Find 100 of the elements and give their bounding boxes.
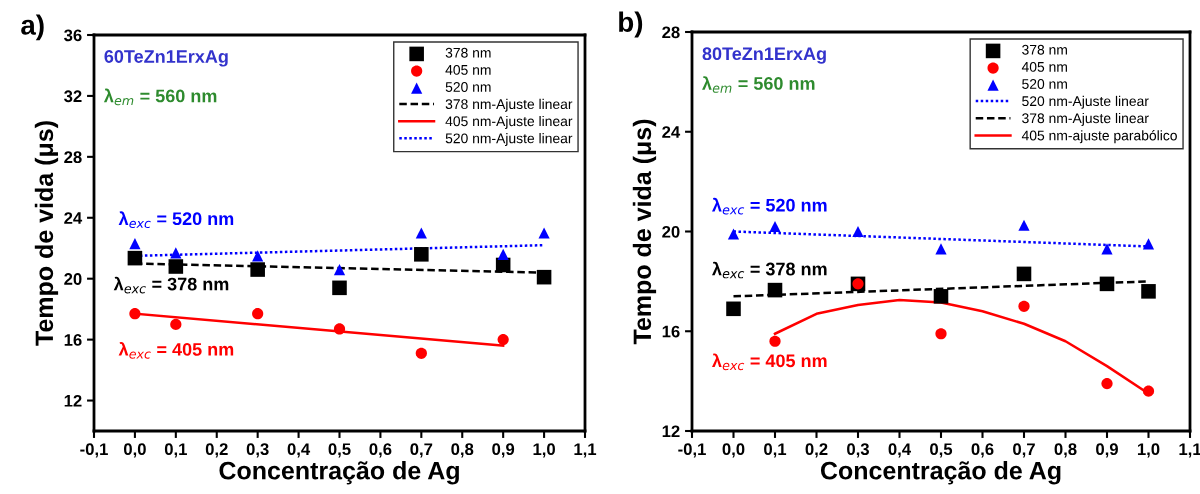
point	[1142, 238, 1155, 250]
y-tick-label: 32	[64, 90, 82, 103]
annotation: λ$_{exc}$ = 520 nm	[118, 211, 234, 229]
x-tick-label: 0,5	[328, 443, 351, 458]
point	[129, 308, 141, 320]
x-tick-label: 0,3	[847, 443, 869, 458]
point	[1141, 284, 1156, 299]
point	[935, 243, 947, 255]
point	[1142, 385, 1155, 397]
x-tick-label: 0,5	[930, 443, 953, 458]
point	[250, 262, 265, 277]
x-tick-label: 0,9	[1096, 443, 1118, 458]
x-tick-label: -0,1	[80, 443, 108, 458]
x-tick-label: 0,0	[722, 443, 745, 458]
y-tick-label: 24	[64, 212, 83, 224]
point	[727, 228, 740, 240]
y-tick-label: 24	[662, 126, 681, 138]
x-tick-label: -0,1	[678, 443, 706, 458]
legend-label: 378 nm-Ajuste linear	[445, 98, 573, 112]
legend-label: 520 nm-Ajuste linear	[1022, 95, 1149, 109]
point	[332, 280, 347, 296]
point	[1099, 276, 1115, 292]
y-axis-title: Tempo de vida (μs)	[34, 121, 59, 346]
point	[168, 259, 184, 274]
legend-label: 520 nm-Ajuste linear	[445, 133, 573, 147]
legend-label: 405 nm-ajuste parabólico	[1021, 130, 1177, 144]
legend-label: 520 nm	[1022, 79, 1067, 89]
annotation: λ$_{exc}$ = 520 nm	[712, 197, 827, 215]
point	[333, 263, 346, 276]
point	[852, 225, 864, 238]
point	[497, 334, 509, 346]
annotation: λ$_{exc}$ = 378 nm	[113, 276, 229, 294]
annotation: 80TeZn1ErxAg	[702, 47, 826, 64]
x-axis-title: Concentração de Ag	[219, 461, 459, 485]
y-tick-label: 16	[662, 325, 680, 338]
x-tick-label: 0,8	[451, 443, 474, 458]
x-tick-label: 1,0	[533, 443, 555, 458]
point	[769, 220, 781, 233]
annotation: λ$_{exc}$ = 405 nm	[118, 342, 234, 359]
point	[933, 289, 949, 304]
y-tick-label: 20	[662, 225, 680, 238]
annotation: λ$_{exc}$ = 405 nm	[712, 353, 827, 371]
x-tick-label: 0,0	[123, 443, 146, 458]
annotation: λ$_{em}$ = 560 nm	[103, 88, 217, 106]
annotation: 60TeZn1ErxAg	[104, 50, 228, 67]
y-tick-label: 36	[64, 29, 82, 42]
y-tick-label: 16	[64, 334, 82, 346]
y-axis-title: Tempo de vida (μs)	[632, 119, 657, 345]
point	[1101, 243, 1113, 255]
x-tick-label: 1,0	[1137, 443, 1160, 458]
x-tick-label: 0,3	[246, 443, 269, 458]
point	[170, 318, 182, 330]
x-tick-label: 0,2	[205, 443, 228, 458]
point	[769, 335, 781, 347]
legend-label: 405 nm	[445, 64, 491, 75]
chart-title: a)	[21, 14, 44, 41]
point	[726, 301, 741, 317]
x-tick-label: 0,1	[164, 443, 187, 458]
legend-label: 378 nm-Ajuste linear	[1022, 112, 1149, 126]
point	[767, 282, 783, 298]
point	[1018, 300, 1030, 312]
point	[333, 323, 346, 335]
x-tick-label: 0,7	[410, 443, 433, 458]
x-tick-label: 1,1	[574, 443, 597, 458]
point	[1101, 378, 1113, 390]
annotation: λ$_{exc}$ = 378 nm	[712, 261, 827, 279]
point	[415, 347, 427, 359]
x-tick-label: 0,6	[971, 443, 994, 458]
point	[414, 247, 429, 262]
y-tick-label: 12	[662, 425, 680, 438]
y-tick-label: 28	[662, 26, 680, 39]
x-tick-label: 0,2	[805, 443, 828, 458]
y-tick-label: 28	[64, 151, 82, 164]
x-tick-label: 0,1	[764, 443, 787, 458]
point	[1016, 266, 1032, 282]
point	[129, 238, 141, 250]
point	[497, 248, 509, 260]
legend-label: 520 nm	[445, 82, 491, 92]
x-tick-label: 0,4	[287, 443, 311, 458]
legend-label: 405 nm-Ajuste linear	[445, 115, 573, 129]
x-tick-label: 0,6	[369, 443, 392, 458]
point	[252, 308, 264, 320]
legend-label: 378 nm	[445, 47, 491, 58]
point	[538, 227, 550, 239]
y-tick-label: 20	[64, 273, 82, 285]
point	[536, 269, 552, 285]
legend-label: 405 nm	[1021, 61, 1067, 72]
x-axis-title: Concentração de Ag	[820, 461, 1061, 485]
x-tick-label: 0,9	[492, 443, 515, 458]
point	[1018, 219, 1030, 231]
chart-title: b)	[619, 11, 643, 38]
point	[935, 328, 947, 340]
y-tick-label: 12	[64, 394, 82, 407]
x-tick-label: 0,7	[1013, 443, 1035, 458]
annotation: λ$_{em}$ = 560 nm	[702, 76, 815, 93]
legend-label: 378 nm	[1022, 44, 1067, 55]
point	[127, 250, 143, 266]
x-tick-label: 0,8	[1054, 443, 1077, 458]
point	[415, 227, 427, 239]
x-tick-label: 0,4	[888, 443, 911, 458]
